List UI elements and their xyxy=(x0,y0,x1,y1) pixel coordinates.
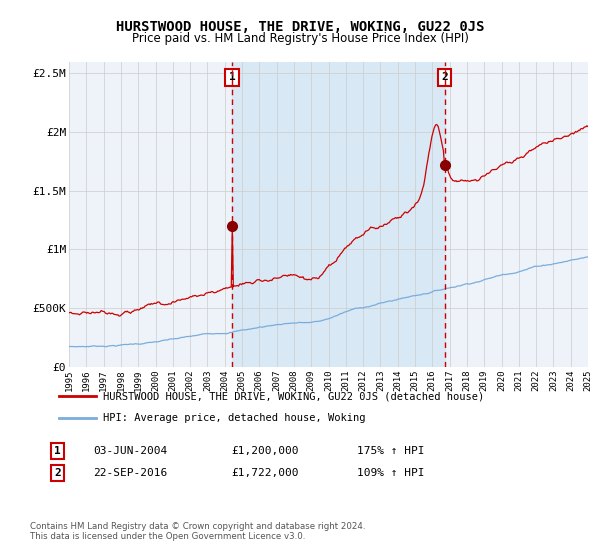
Bar xyxy=(232,62,445,367)
Text: £1,722,000: £1,722,000 xyxy=(231,468,299,478)
Text: Price paid vs. HM Land Registry's House Price Index (HPI): Price paid vs. HM Land Registry's House … xyxy=(131,32,469,45)
Text: 03-JUN-2004: 03-JUN-2004 xyxy=(93,446,167,456)
Text: 1: 1 xyxy=(54,446,61,456)
Text: HURSTWOOD HOUSE, THE DRIVE, WOKING, GU22 0JS: HURSTWOOD HOUSE, THE DRIVE, WOKING, GU22… xyxy=(116,20,484,34)
Text: Contains HM Land Registry data © Crown copyright and database right 2024.
This d: Contains HM Land Registry data © Crown c… xyxy=(30,522,365,542)
Text: 22-SEP-2016: 22-SEP-2016 xyxy=(93,468,167,478)
Text: £1,200,000: £1,200,000 xyxy=(231,446,299,456)
Text: 1: 1 xyxy=(229,72,235,82)
Text: 109% ↑ HPI: 109% ↑ HPI xyxy=(357,468,425,478)
Text: 2: 2 xyxy=(442,72,448,82)
Text: 2: 2 xyxy=(54,468,61,478)
Text: HPI: Average price, detached house, Woking: HPI: Average price, detached house, Woki… xyxy=(103,413,366,423)
Text: 175% ↑ HPI: 175% ↑ HPI xyxy=(357,446,425,456)
Text: HURSTWOOD HOUSE, THE DRIVE, WOKING, GU22 0JS (detached house): HURSTWOOD HOUSE, THE DRIVE, WOKING, GU22… xyxy=(103,391,485,401)
